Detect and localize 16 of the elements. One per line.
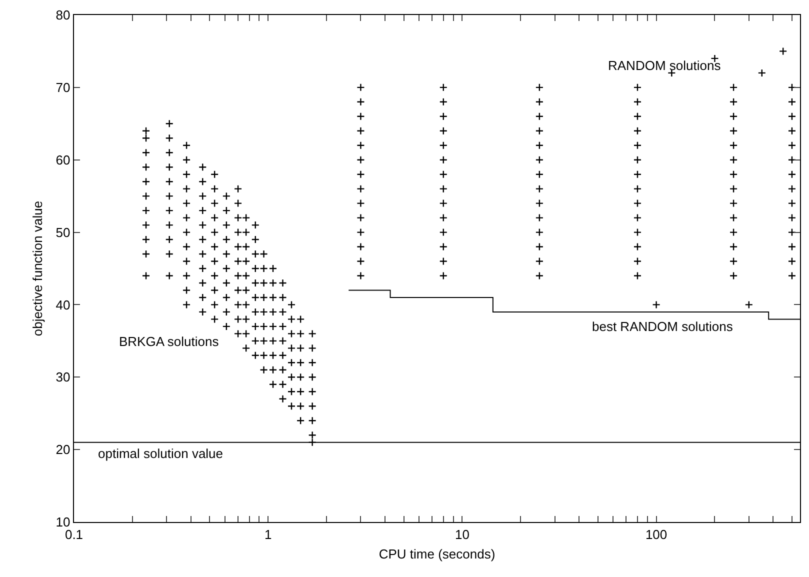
ref-line-label: optimal solution value bbox=[98, 446, 224, 461]
x-tick-label: 10 bbox=[454, 526, 470, 542]
y-tick-label: 80 bbox=[56, 8, 70, 23]
x-axis-title: CPU time (seconds) bbox=[378, 546, 496, 562]
annotation: RANDOM solutions bbox=[608, 58, 722, 73]
y-tick-label: 70 bbox=[56, 80, 70, 95]
y-tick-label: 20 bbox=[56, 442, 70, 458]
y-tick-label: 40 bbox=[56, 297, 70, 312]
y-axis-title: objective function value bbox=[30, 200, 45, 336]
y-tick-label: 60 bbox=[56, 152, 70, 168]
annotation: BRKGA solutions bbox=[119, 334, 220, 349]
y-tick-label: 30 bbox=[56, 370, 70, 385]
x-tick-label: 1 bbox=[264, 526, 272, 542]
y-tick-label: 50 bbox=[56, 224, 70, 240]
annotation: best RANDOM solutions bbox=[592, 319, 734, 334]
x-tick-label: 100 bbox=[645, 526, 668, 542]
